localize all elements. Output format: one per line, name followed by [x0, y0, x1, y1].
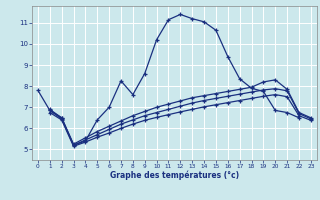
- X-axis label: Graphe des températures (°c): Graphe des températures (°c): [110, 171, 239, 180]
